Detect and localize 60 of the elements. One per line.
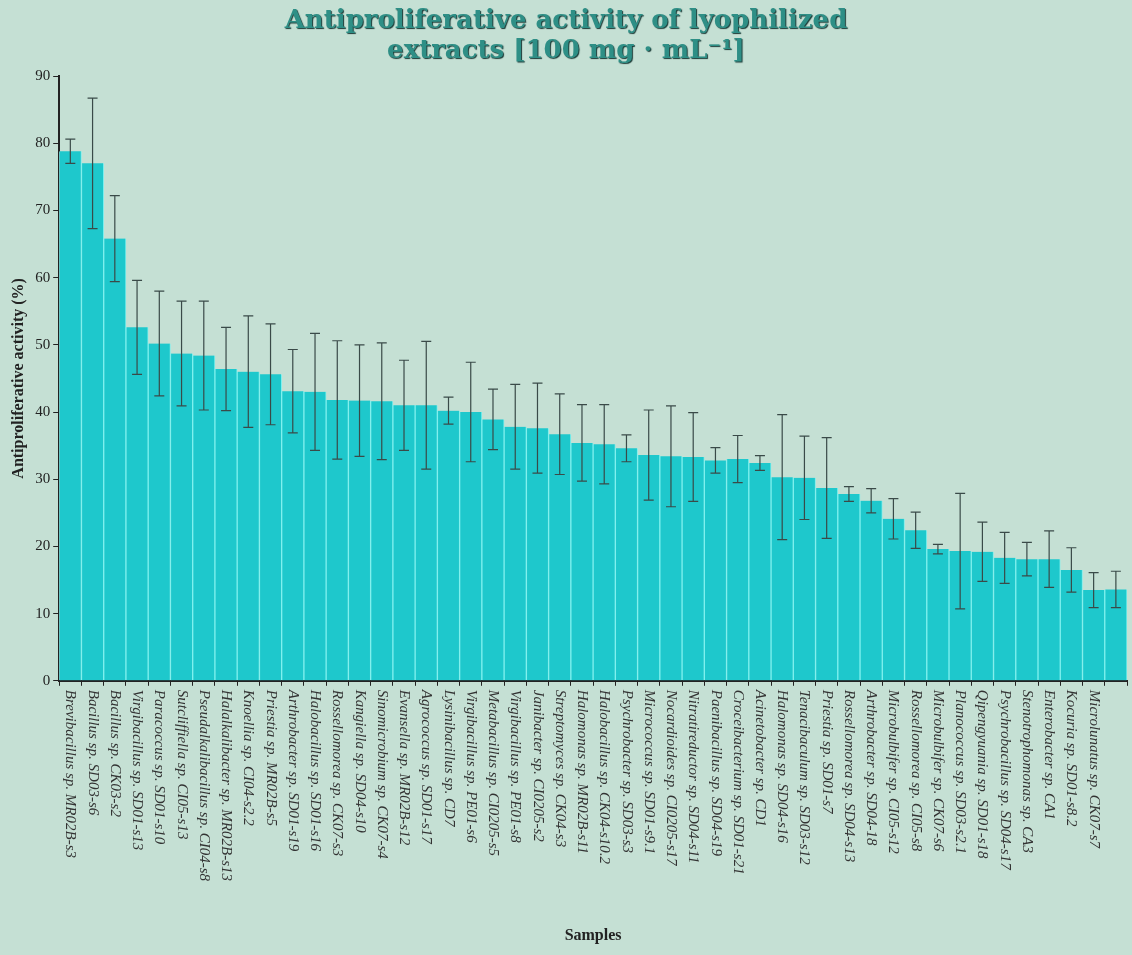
y-tick-label: 60: [35, 268, 51, 285]
x-tick-label: Psychrobacter sp. SD03-s3: [619, 688, 636, 853]
x-tick-label: Acinetobacter sp. CD1: [753, 688, 770, 827]
x-tick-label: Streptomyces sp. CK04-s3: [552, 689, 569, 848]
x-tick-label: Virgibacillus sp. SD01-s13: [130, 689, 147, 851]
x-tick-label: Bacillus sp. SD03-s6: [85, 689, 102, 816]
x-tick-label: Arthrobacter sp. SD01-s19: [285, 688, 302, 852]
x-tick-label: Halobacillus sp. SD01-s16: [308, 688, 325, 852]
x-tick-label: Brevibacillus sp. MR02B-s3: [63, 689, 80, 858]
x-tick-label: Paracoccus sp. SD01-s10: [152, 688, 169, 845]
x-tick-label: Virgibacillus sp. PE01-s8: [508, 689, 525, 844]
x-tick-label: Rossellomorea sp. SD04-s13: [841, 688, 858, 863]
y-tick-label: 0: [42, 671, 51, 688]
x-tick-label: Rossellomorea sp. CI05-s8: [908, 688, 925, 852]
x-tick-label: Agrococcus sp. SD01-s17: [419, 688, 436, 846]
x-tick-label: Halalkalibacter sp. MR02B-s13: [219, 688, 236, 882]
x-tick-label: Virgibacillus sp. PE01-s6: [463, 689, 480, 844]
x-tick-label: Lysinibacillus sp. CD7: [441, 688, 458, 828]
x-tick-label: Psychrobacillus sp. SD04-s17: [997, 688, 1014, 872]
x-tick-label: Pseudalkalibacillus sp. CI04-s8: [196, 688, 213, 882]
x-tick-label: Enterobacter sp. CA1: [1042, 688, 1059, 820]
x-tick-label: Nocardioides sp. CI0205-s17: [664, 688, 681, 867]
x-tick-label: Planococcus sp. SD03-s2.1: [953, 688, 970, 854]
y-tick-label: 50: [35, 335, 51, 352]
y-axis-title: Antiproliferative activity (%): [8, 278, 27, 479]
x-axis-title: Samples: [564, 925, 622, 944]
y-tick-label: 20: [35, 537, 51, 554]
x-tick-label: Priestia sp. SD01-s7: [819, 688, 836, 816]
x-tick-label: Sutcliffiella sp. CI05-s13: [174, 689, 191, 840]
y-tick-label: 40: [35, 402, 51, 419]
x-tick-label: Paenibacillus sp. SD04-s19: [708, 688, 725, 857]
y-tick-label: 10: [35, 604, 51, 621]
y-tick-label: 70: [35, 201, 51, 218]
y-tick-label: 30: [35, 470, 51, 487]
x-tick-label: Microbulbifer sp. CI05-s12: [886, 688, 903, 855]
x-tick-label: Halomonas sp. MR02B-s11: [575, 688, 592, 855]
chart-title: Antiproliferative activity of lyophilized extracts [100 mg · mL⁻¹]: [283, 3, 849, 64]
x-tick-label: Microlunatus sp. CK07-s7: [1086, 688, 1103, 850]
x-tick-label: Knoellia sp. CI04-s2.2: [241, 688, 258, 827]
y-tick-label: 90: [35, 66, 51, 83]
x-tick-label: Micrococcus sp. SD01-s9.1: [641, 688, 658, 855]
x-tick-label: Nitratireductor sp. SD04-s11: [686, 688, 703, 864]
x-tick-label: Arthrobacter sp. SD04-18: [864, 688, 881, 846]
x-tick-label: Stenotrophomonas sp. CA3: [1019, 689, 1036, 853]
x-tick-label: Sinomicrobium sp. CK07-s4: [374, 689, 391, 860]
x-tick-label: Evansella sp. MR02B-s12: [397, 688, 414, 846]
x-tick-label: Halomonas sp. SD04-s16: [775, 688, 792, 844]
x-tick-label: Priestia sp. MR02B-s5: [263, 688, 280, 827]
x-tick-label: Tenacibaculum sp. SD03-s12: [797, 689, 814, 866]
x-tick-label: Croceibacterium sp. SD01-s21: [730, 689, 747, 875]
x-tick-label: Kangiella sp. SD04-s10: [352, 688, 369, 834]
x-tick-label: Kocuria sp. SD01-s8.2: [1064, 688, 1081, 827]
x-tick-label: Microbulbifer sp. CK07-s6: [930, 688, 947, 852]
y-tick-label: 80: [35, 134, 51, 151]
x-tick-label: Janibacter sp. CI0205-s2: [530, 689, 547, 843]
x-tick-label: Halobacillus sp. CK04-s10.2: [597, 688, 614, 865]
x-tick-label: Rossellomorea sp. CK07-s3: [330, 688, 347, 857]
x-tick-label: Qipengyuania sp. SD01-s18: [975, 689, 992, 860]
x-tick-label: Metabacillus sp. CI0205-s5: [486, 688, 503, 857]
x-tick-label: Bacillus sp. CK03-s2: [107, 689, 124, 818]
